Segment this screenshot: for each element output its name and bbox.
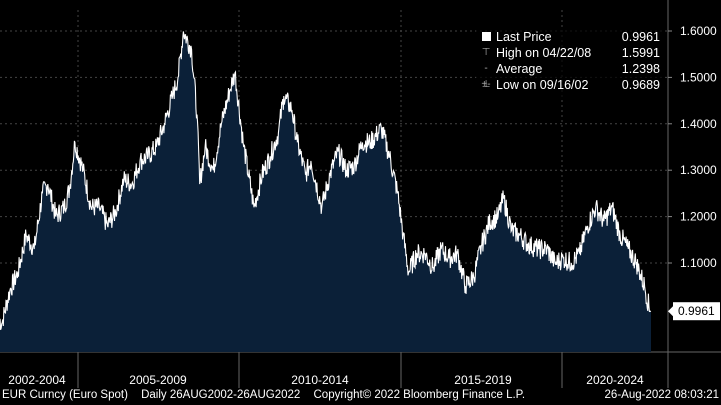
legend-value: 0.9961 [621, 30, 660, 44]
legend-value: 1.2398 [621, 62, 660, 76]
y-tick-label: 1.3000 [680, 163, 717, 177]
x-tick-label: 2005-2009 [129, 373, 187, 387]
high-marker-icon: ⊤ [481, 47, 491, 58]
ticker-label: EUR Curncy (Euro Spot) [2, 389, 128, 401]
last-value-pointer [668, 306, 673, 317]
square-icon [481, 29, 491, 47]
legend-high: ⊤ High on 04/22/08 1.5991 [476, 45, 664, 61]
legend-label: Low on 09/16/02 [496, 78, 589, 92]
x-tick-label: 2002-2004 [8, 373, 66, 387]
timestamp-label: 26-Aug-2022 08:03:21 [604, 389, 719, 401]
y-axis: 1.6000 1.5000 1.4000 1.3000 1.2000 1.1000 [668, 24, 717, 270]
price-area [0, 31, 651, 353]
y-tick-label: 1.2000 [680, 210, 717, 224]
chart-footer: EUR Curncy (Euro Spot) Daily 26AUG2002-2… [2, 389, 721, 401]
low-marker-icon: ⊥ [481, 79, 491, 90]
y-tick-label: 1.4000 [680, 117, 717, 131]
legend-value: 0.9689 [621, 78, 660, 92]
y-tick-label: 1.6000 [680, 24, 717, 38]
price-line [0, 31, 652, 330]
x-tick-label: 2020-2024 [586, 373, 644, 387]
legend: Last Price 0.9961 ⊤ High on 04/22/08 1.5… [476, 29, 664, 99]
copyright-label: Copyright© 2022 Bloomberg Finance L.P. [313, 389, 526, 401]
legend-average: -+- Average 1.2398 [476, 61, 664, 90]
last-value-label: 0.9961 [678, 304, 715, 318]
last-value-marker: 0.9961 [668, 302, 720, 321]
legend-low: ⊥ Low on 09/16/02 0.9689 [476, 77, 664, 93]
date-range-label: Daily 26AUG2002-26AUG2022 [141, 389, 301, 401]
last-value-box [673, 302, 720, 321]
y-tick-label: 1.5000 [680, 70, 717, 84]
y-tick-label: 1.1000 [680, 256, 717, 270]
legend-value: 1.5991 [621, 46, 660, 60]
x-tick-label: 2010-2014 [291, 373, 349, 387]
x-axis: 2002-2004 2005-2009 2010-2014 2015-2019 2020… [8, 352, 644, 388]
legend-last-price: Last Price 0.9961 [476, 29, 664, 45]
legend-label: Last Price [496, 30, 552, 44]
average-marker-icon: -+- [481, 63, 491, 90]
legend-label: High on 04/22/08 [496, 46, 592, 60]
legend-label: Average [496, 62, 543, 76]
x-tick-label: 2015-2019 [454, 373, 512, 387]
